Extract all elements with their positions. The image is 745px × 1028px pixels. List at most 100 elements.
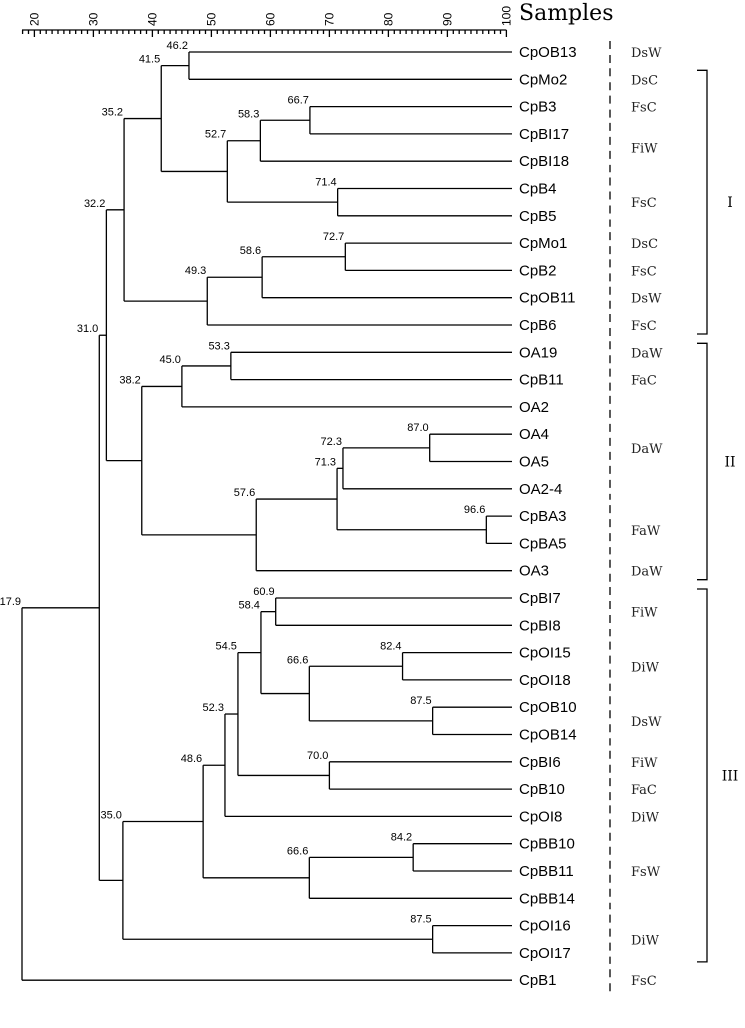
group-labels: DsW DsC FsC FiW FsC DsC FsC DsW FsC DaW FaC DaW FaW D… bbox=[609, 41, 663, 992]
sample-label: CpOI8 bbox=[519, 808, 562, 825]
sample-label: CpB1 bbox=[519, 972, 557, 989]
group-label: FaW bbox=[631, 524, 661, 539]
sample-label: CpBB10 bbox=[519, 836, 575, 853]
similarity-scale-axis: 20 30 40 50 60 70 80 90 100 bbox=[21, 6, 513, 37]
sample-label: CpB3 bbox=[519, 99, 557, 116]
node-similarity-label: 87.5 bbox=[410, 695, 431, 707]
node-similarity-label: 58.4 bbox=[239, 600, 260, 612]
sample-label: OA2-4 bbox=[519, 481, 562, 498]
node-similarity-label: 87.5 bbox=[410, 914, 431, 926]
group-label: DiW bbox=[631, 810, 660, 825]
sample-label: CpB11 bbox=[519, 372, 564, 389]
sample-labels: CpOB13 CpMo2 CpB3 CpBI17 CpBI18 CpB4 CpB5 CpMo1… bbox=[519, 44, 577, 989]
group-label: DaW bbox=[631, 442, 663, 457]
scale-tick-label: 40 bbox=[145, 12, 159, 26]
group-label: FsC bbox=[631, 974, 657, 989]
dendrogram-tree bbox=[21, 51, 512, 981]
group-label: FaC bbox=[631, 783, 657, 798]
node-similarity-label: 82.4 bbox=[380, 641, 401, 653]
node-similarity-label: 32.2 bbox=[84, 198, 105, 210]
sample-label: CpBI8 bbox=[519, 617, 561, 634]
node-similarity-label: 48.6 bbox=[181, 753, 202, 765]
sample-label: OA2 bbox=[519, 399, 549, 416]
group-label: FsW bbox=[631, 865, 661, 880]
node-similarity-label: 72.3 bbox=[321, 436, 342, 448]
node-similarity-label: 45.0 bbox=[159, 354, 180, 366]
sample-label: CpOI15 bbox=[519, 645, 571, 662]
sample-label: CpOB10 bbox=[519, 699, 577, 716]
sample-label: CpOI16 bbox=[519, 918, 571, 935]
node-similarity-label: 41.5 bbox=[139, 54, 160, 66]
sample-label: CpBA3 bbox=[519, 508, 567, 525]
node-similarity-label: 52.7 bbox=[205, 129, 226, 141]
group-label: FsC bbox=[631, 264, 657, 279]
sample-label: OA19 bbox=[519, 344, 557, 361]
cluster-label: I bbox=[727, 195, 733, 211]
sample-label: CpBI18 bbox=[519, 153, 569, 170]
node-similarity-label: 72.7 bbox=[323, 231, 344, 243]
node-similarity-label: 31.0 bbox=[77, 323, 98, 335]
scale-tick-label: 20 bbox=[27, 12, 41, 26]
node-similarity-label: 38.2 bbox=[119, 374, 140, 386]
node-similarity-label: 35.2 bbox=[102, 107, 123, 119]
group-label: DsW bbox=[631, 46, 662, 61]
sample-label: CpBB14 bbox=[519, 890, 575, 907]
node-similarity-label: 35.0 bbox=[100, 810, 121, 822]
sample-label: CpMo2 bbox=[519, 71, 567, 88]
cluster-label: III bbox=[722, 768, 739, 784]
node-similarity-label: 54.5 bbox=[216, 641, 237, 653]
node-similarity-label: 71.3 bbox=[315, 456, 336, 468]
sample-label: OA4 bbox=[519, 426, 549, 443]
node-similarity-label: 66.6 bbox=[287, 654, 308, 666]
node-similarity-label: 52.3 bbox=[203, 702, 224, 714]
sample-label: CpB2 bbox=[519, 262, 557, 279]
group-label: DsW bbox=[631, 715, 662, 730]
group-label: FiW bbox=[631, 756, 658, 771]
group-label: DiW bbox=[631, 933, 660, 948]
scale-tick-label: 30 bbox=[86, 12, 100, 26]
group-label: FaC bbox=[631, 374, 657, 389]
node-similarity-label: 17.9 bbox=[0, 596, 21, 608]
node-similarity-labels: 46.2 66.7 58.3 71.4 52.7 41.5 72.7 58.6 49.3 35.2… bbox=[0, 40, 485, 926]
cluster-bracket bbox=[697, 588, 708, 963]
sample-label: CpB6 bbox=[519, 317, 557, 334]
scale-tick-label: 100 bbox=[499, 6, 513, 26]
group-label: DaW bbox=[631, 565, 663, 580]
node-similarity-label: 53.3 bbox=[208, 340, 229, 352]
cluster-bracket bbox=[697, 342, 708, 581]
node-similarity-label: 66.7 bbox=[287, 95, 308, 107]
sample-label: CpB5 bbox=[519, 208, 557, 225]
node-similarity-label: 58.6 bbox=[240, 245, 261, 257]
sample-label: CpOB11 bbox=[519, 290, 575, 307]
group-label: FsC bbox=[631, 101, 657, 116]
sample-label: CpBI7 bbox=[519, 590, 561, 607]
node-similarity-label: 70.0 bbox=[307, 750, 328, 762]
sample-label: CpB4 bbox=[519, 181, 557, 198]
sample-label: CpBB11 bbox=[519, 863, 574, 880]
node-similarity-label: 57.6 bbox=[234, 487, 255, 499]
group-label: FsC bbox=[631, 196, 657, 211]
group-label: DsC bbox=[631, 73, 658, 88]
group-label: DsC bbox=[631, 237, 658, 252]
group-label: DiW bbox=[631, 660, 660, 675]
node-similarity-label: 84.2 bbox=[391, 832, 412, 844]
sample-label: CpBI17 bbox=[519, 126, 569, 143]
scale-tick-label: 70 bbox=[322, 12, 336, 26]
sample-label: CpBI6 bbox=[519, 754, 561, 771]
scale-tick-label: 50 bbox=[204, 12, 218, 26]
node-similarity-label: 71.4 bbox=[315, 177, 336, 189]
node-similarity-label: 46.2 bbox=[167, 40, 188, 52]
group-label: FiW bbox=[631, 606, 658, 621]
sample-label: OA5 bbox=[519, 454, 549, 471]
scale-tick-label: 60 bbox=[263, 12, 277, 26]
sample-label: CpBA5 bbox=[519, 535, 567, 552]
scale-title: Samples bbox=[519, 1, 613, 26]
sample-label: CpOI17 bbox=[519, 945, 571, 962]
sample-label: OA3 bbox=[519, 563, 549, 580]
sample-label: CpOI18 bbox=[519, 672, 571, 689]
scale-tick-label: 80 bbox=[381, 12, 395, 26]
group-label: DsW bbox=[631, 292, 662, 307]
node-similarity-label: 96.6 bbox=[464, 504, 485, 516]
